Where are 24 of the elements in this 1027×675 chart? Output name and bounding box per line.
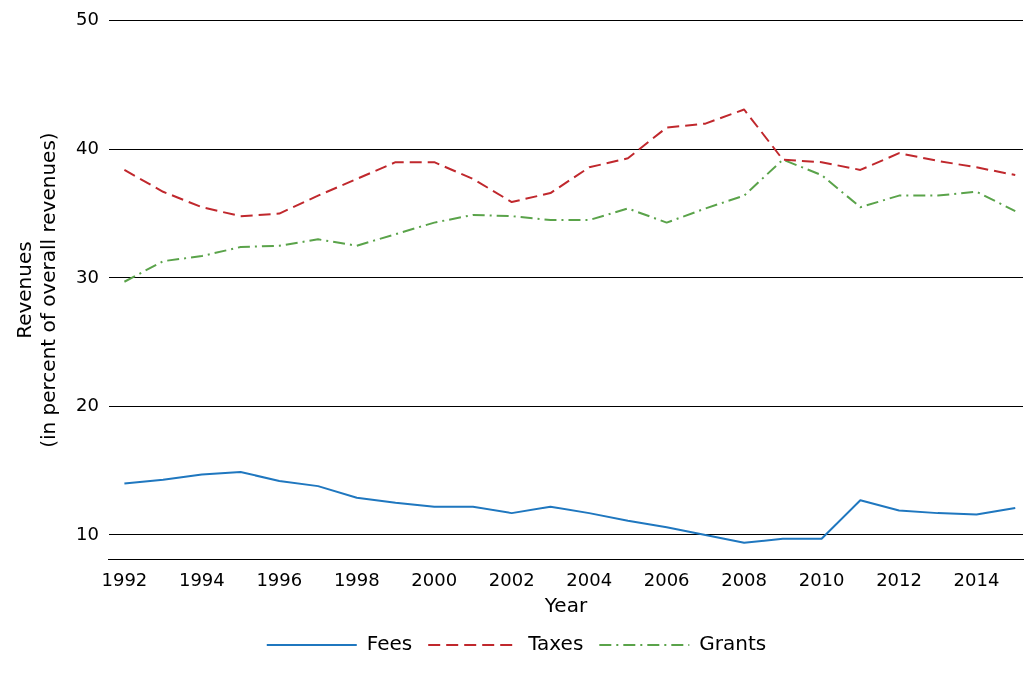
x-tick-label: 2004 <box>566 568 613 590</box>
y-axis-title: Revenues (in percent of overall revenues) <box>12 132 61 448</box>
x-tick-label: 2012 <box>876 568 922 590</box>
y-tick-label: 20 <box>76 394 99 416</box>
x-tick-label: 2000 <box>411 568 458 590</box>
x-tick-label: 1994 <box>178 568 225 590</box>
x-tick-label: 2014 <box>953 568 1000 590</box>
legend-label: Fees <box>366 631 413 656</box>
x-tick-label: 2002 <box>488 568 535 590</box>
line-series <box>123 108 1017 218</box>
y-tick-label: 10 <box>76 522 99 544</box>
legend-label: Grants <box>699 631 767 656</box>
x-tick-label: 1998 <box>333 568 380 590</box>
x-tick-label: 1996 <box>256 568 303 590</box>
x-axis-title: Year <box>543 593 588 618</box>
x-tick-label: 2008 <box>721 568 768 590</box>
y-tick-label: 50 <box>76 8 99 30</box>
line-series <box>123 158 1017 283</box>
y-tick-label: 40 <box>76 137 99 159</box>
x-tick-label: 2010 <box>798 568 845 590</box>
y-tick-label: 30 <box>76 265 99 287</box>
x-tick-label: 1992 <box>101 568 148 590</box>
legend-label: Taxes <box>527 631 584 656</box>
x-tick-label: 2006 <box>643 568 690 590</box>
